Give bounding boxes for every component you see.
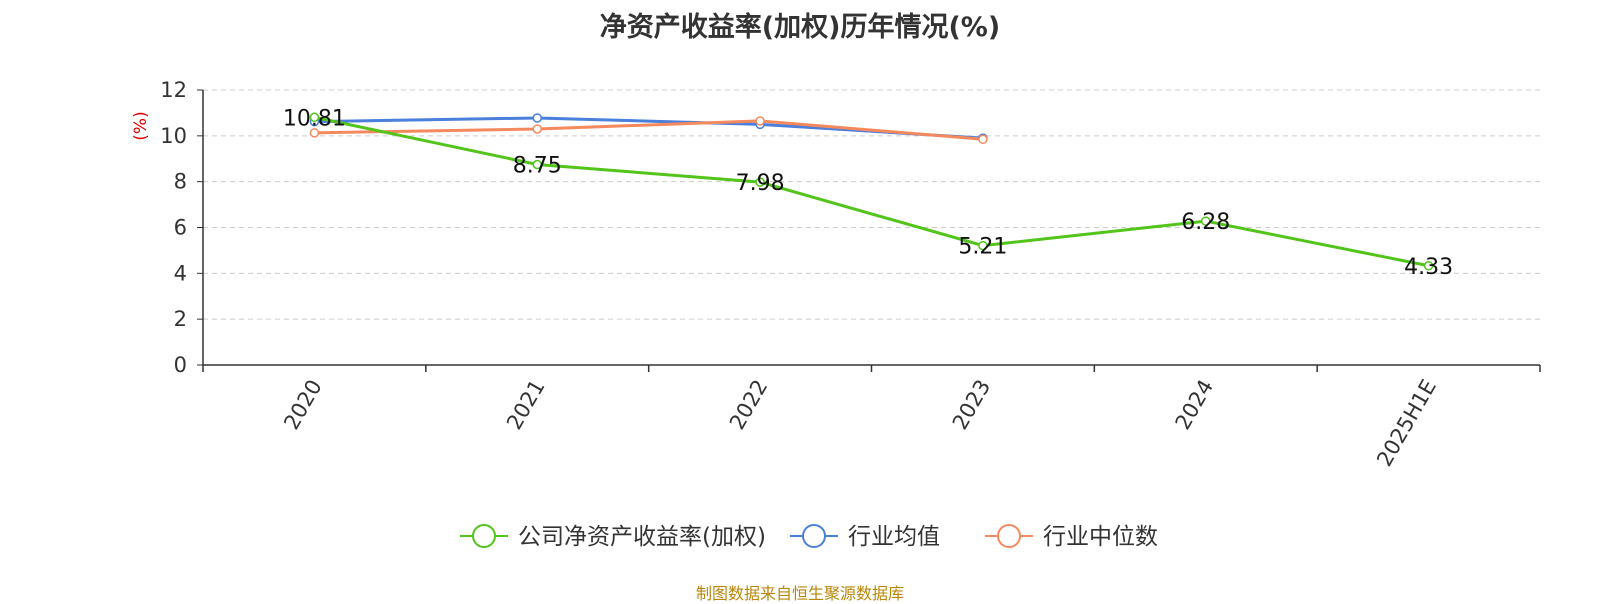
data-point: [1201, 216, 1211, 226]
legend-marker: [472, 524, 496, 548]
data-point: [978, 134, 988, 145]
y-tick-label: 8: [174, 170, 187, 194]
legend: 公司净资产收益率(加权) 行业均值 行业中位数: [460, 524, 1158, 550]
x-tick-label: 2025H1E: [1372, 376, 1441, 471]
x-tick-label: 2023: [948, 376, 996, 434]
series-lines: [309, 112, 1434, 271]
data-point: [755, 177, 765, 187]
legend-marker: [997, 524, 1021, 548]
y-tick-label: 0: [174, 353, 187, 377]
data-labels: 10.81 8.75 7.98 5.21 6.28 4.33: [283, 106, 1453, 280]
data-label: 8.75: [513, 153, 562, 178]
series-line: [314, 119, 984, 141]
x-tick-label: 2020: [279, 376, 327, 434]
data-point: [309, 128, 320, 138]
legend-label: 行业中位数: [1043, 524, 1158, 550]
y-axis-label: (%): [131, 111, 151, 140]
data-label: 6.28: [1181, 210, 1230, 235]
series-line: [314, 115, 1429, 268]
legend-label: 公司净资产收益率(加权): [518, 524, 766, 550]
y-tick-label: 6: [174, 216, 187, 240]
data-label: 5.21: [958, 235, 1007, 260]
data-label: 4.33: [1404, 255, 1453, 280]
y-tick-label: 2: [174, 307, 187, 331]
x-tick-label: 2021: [502, 376, 550, 434]
chart-title: 净资产收益率(加权)历年情况(%): [599, 12, 1001, 43]
y-tick-label: 12: [160, 78, 187, 102]
legend-marker: [802, 524, 826, 548]
x-tick-label: 2024: [1171, 376, 1219, 434]
data-point: [755, 116, 765, 126]
data-point: [1423, 261, 1434, 271]
data-label: 10.81: [283, 106, 346, 131]
source-note: 制图数据来自恒生聚源数据库: [695, 584, 904, 603]
y-tick-label: 4: [174, 261, 187, 285]
data-label: 7.98: [736, 171, 785, 196]
data-point: [532, 124, 542, 134]
grid-lines: [203, 89, 1540, 320]
data-point: [978, 240, 988, 251]
data-point: [532, 113, 542, 123]
data-point: [532, 159, 542, 170]
x-tick-label: 2022: [725, 376, 773, 434]
data-point: [309, 112, 320, 123]
y-tick-label: 10: [160, 124, 187, 148]
series-line: [314, 116, 984, 140]
axes: 0 2 4 6 8 10 12 (%) 2020 2021 2022 2023 2024 2025H1E: [131, 78, 1541, 471]
legend-label: 行业均值: [848, 524, 940, 550]
